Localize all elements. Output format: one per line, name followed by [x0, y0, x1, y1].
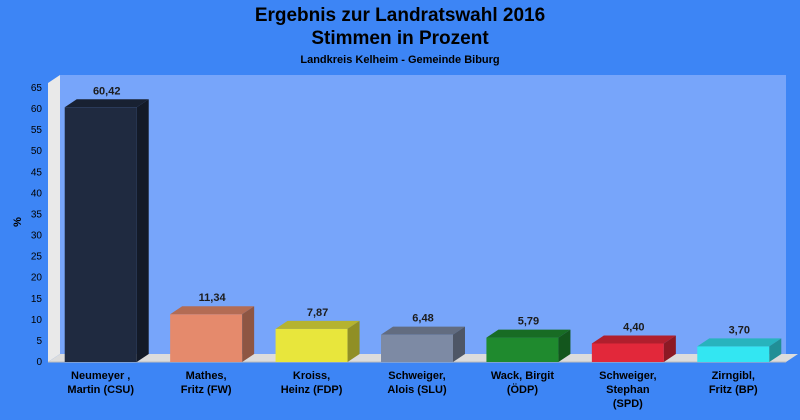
y-tick-label: 60	[31, 104, 43, 115]
data-label: 60,42	[93, 85, 121, 97]
bar-top-face	[275, 320, 360, 329]
y-tick-label: 0	[36, 357, 42, 368]
x-tick-label: Neumeyer , Martin (CSU)	[67, 370, 134, 396]
x-tick-label-line: Schweiger,	[388, 370, 445, 382]
bar-top-face	[64, 99, 149, 108]
x-tick-label-line: Zirngibl,	[712, 370, 755, 382]
data-label: 6,48	[412, 313, 433, 325]
x-tick-label-line: Stephan	[606, 384, 650, 396]
y-tick-label: 35	[31, 209, 43, 220]
y-tick-label: 45	[31, 167, 43, 178]
data-label: 5,79	[518, 316, 539, 328]
bar-top-face	[697, 338, 782, 347]
chart-title-line2: Stimmen in Prozent	[311, 28, 489, 49]
chart-title: Ergebnis zur Landratswahl 2016	[254, 5, 546, 26]
label-group: 60,42 Neumeyer , Martin (CSU) 11,34 Mathes, F…	[67, 85, 758, 410]
bar	[591, 343, 664, 362]
x-tick-label: Schweiger, Stephan (SPD)	[599, 370, 656, 410]
data-label: 7,87	[307, 307, 328, 319]
x-tick-label-line: Fritz (BP)	[709, 384, 758, 396]
x-tick-label-line: Heinz (FDP)	[281, 384, 343, 396]
x-tick-label: Kroiss, Heinz (FDP)	[281, 370, 343, 396]
bar	[64, 107, 137, 363]
x-tick-label: Mathes, Fritz (FW)	[181, 370, 232, 396]
x-tick-label-line: Martin (CSU)	[67, 384, 134, 396]
bar-side-face	[136, 99, 149, 363]
bar-top-face	[170, 306, 255, 315]
bar-top-face	[486, 329, 571, 338]
data-label: 11,34	[199, 292, 227, 304]
y-tick-label: 5	[36, 336, 42, 347]
y-tick-label: 15	[31, 294, 43, 305]
plot-side-wall	[48, 75, 60, 362]
bar	[381, 334, 453, 362]
bar-side-face	[663, 335, 676, 362]
x-tick-label-line: Schweiger,	[599, 370, 656, 382]
bar	[170, 314, 243, 362]
x-tick-label: Schweiger, Alois (SLU)	[387, 370, 447, 396]
bar-side-face	[453, 326, 465, 362]
x-tick-label: Wack, Birgit (ÖDP)	[491, 370, 554, 396]
data-label: 3,70	[729, 324, 750, 336]
bar-side-face	[242, 306, 255, 362]
bar	[486, 337, 559, 362]
y-tick-label: 10	[31, 315, 43, 326]
bar	[275, 328, 348, 362]
x-tick-label: Zirngibl, Fritz (BP)	[709, 370, 758, 396]
bar	[697, 346, 770, 362]
x-tick-label-line: (SPD)	[613, 398, 643, 410]
x-tick-label-line: Kroiss,	[293, 370, 330, 382]
x-tick-label-line: Wack, Birgit	[491, 370, 554, 382]
chart-subtitle: Landkreis Kelheim - Gemeinde Biburg	[300, 54, 500, 66]
bar-side-face	[558, 329, 571, 362]
x-tick-label-line: Mathes,	[186, 370, 227, 382]
x-tick-label-line: Fritz (FW)	[181, 384, 232, 396]
y-tick-label: 25	[31, 252, 43, 263]
x-tick-label-line: (ÖDP)	[507, 383, 539, 396]
y-tick-label: 30	[31, 231, 43, 242]
title-block: Ergebnis zur Landratswahl 2016 Stimmen i…	[0, 4, 800, 66]
bar-top-face	[381, 326, 465, 335]
x-tick-label-line: Alois (SLU)	[387, 384, 447, 396]
y-tick-label: 40	[31, 188, 43, 199]
y-tick-label: 55	[31, 125, 43, 136]
y-axis-label: %	[12, 217, 24, 227]
bar-side-face	[769, 338, 782, 362]
data-label: 4,40	[623, 321, 644, 333]
y-tick-label: 20	[31, 273, 43, 284]
y-tick-label: 50	[31, 146, 43, 157]
bar-top-face	[591, 335, 676, 344]
x-tick-label-line: Neumeyer ,	[71, 370, 130, 382]
bar-group	[64, 99, 782, 363]
bar-side-face	[347, 320, 360, 362]
y-tick-label: 65	[31, 83, 43, 94]
